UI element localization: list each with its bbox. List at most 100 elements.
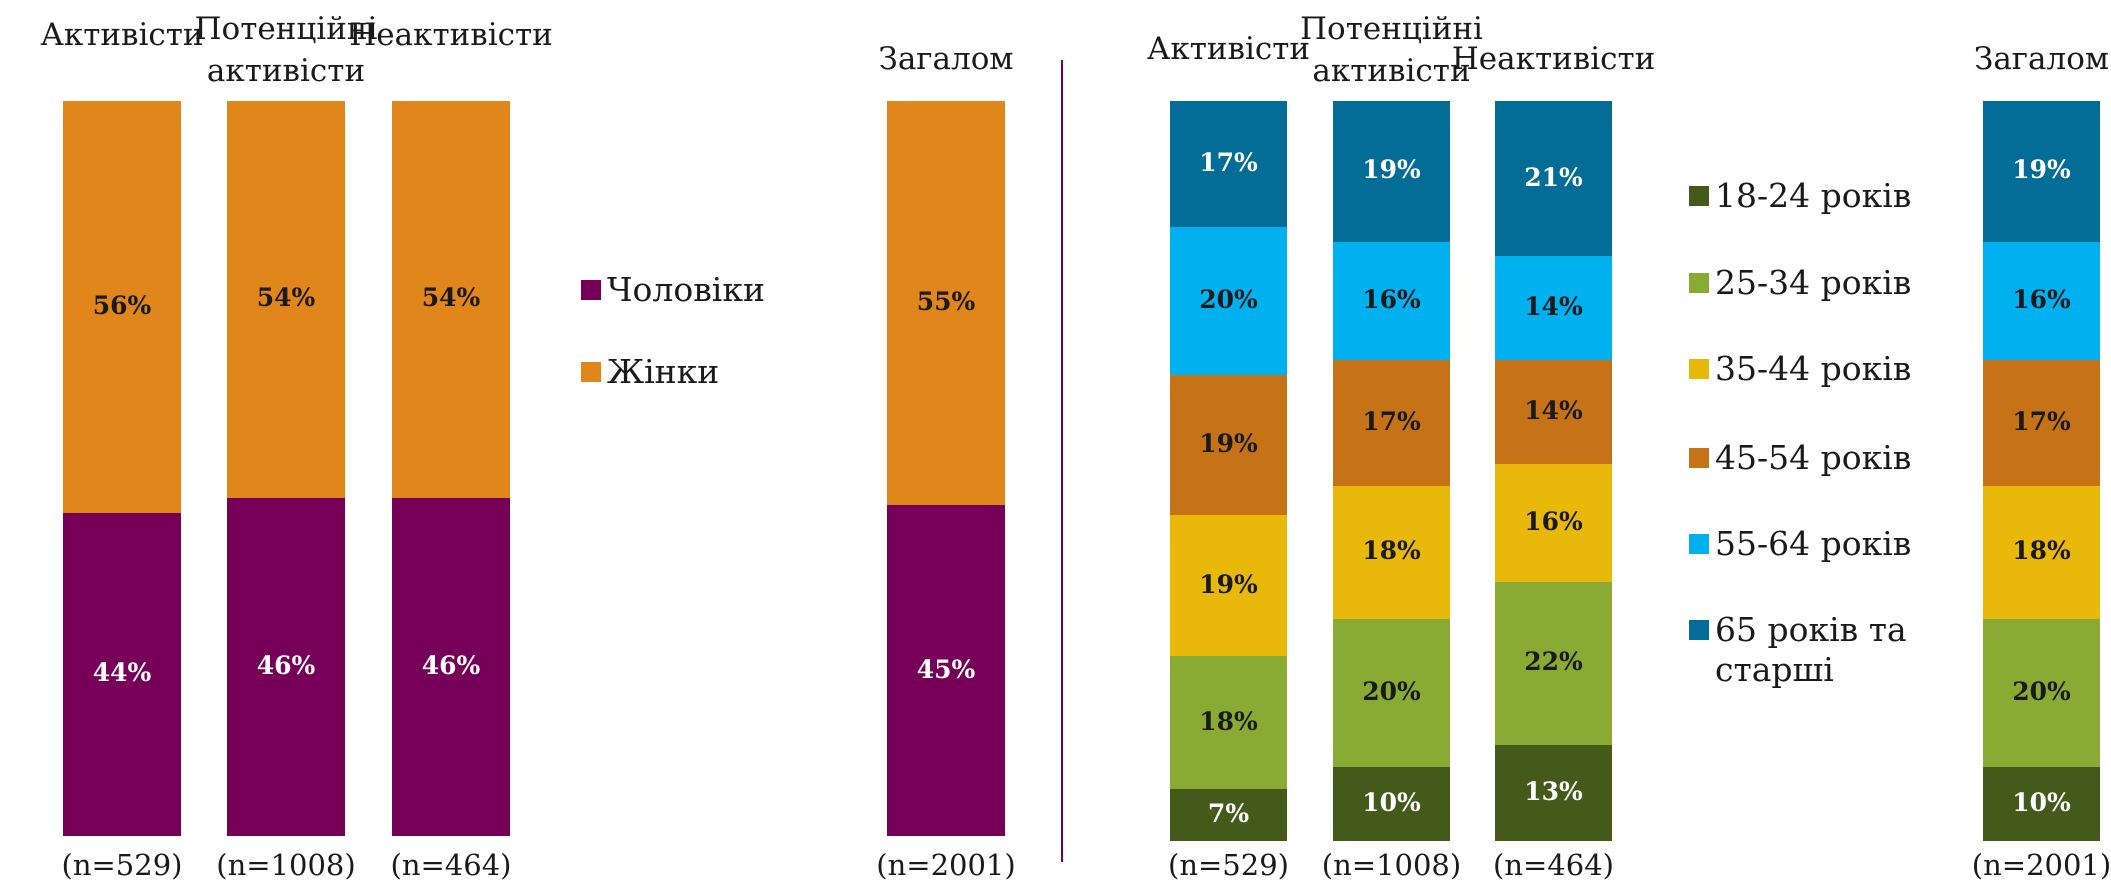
value-label: 17% xyxy=(1362,406,1421,436)
bar-segment xyxy=(1495,256,1612,360)
legend-label: Жінки xyxy=(607,352,720,391)
bar-segment xyxy=(1983,101,2100,242)
legend-label: 18-24 років xyxy=(1715,176,1912,215)
bar-segment xyxy=(227,101,345,498)
bar-segment xyxy=(1983,360,2100,486)
category-label: Загалом xyxy=(878,41,1014,77)
value-label: 44% xyxy=(92,658,152,688)
category-label: Активісти xyxy=(1146,31,1311,67)
value-label: 46% xyxy=(421,650,481,680)
value-label: 19% xyxy=(1199,429,1258,459)
value-label: 18% xyxy=(2012,536,2071,566)
legend-item: Жінки xyxy=(581,352,841,392)
legend-label: Чоловіки xyxy=(607,270,765,309)
legend-label: 35-44 років xyxy=(1715,349,1912,388)
value-label: 54% xyxy=(421,283,481,313)
legend-item: 65 років та старші xyxy=(1689,610,1919,690)
category-label: Неактивісти xyxy=(1451,41,1656,77)
value-label: 56% xyxy=(92,290,152,320)
value-label: 22% xyxy=(1524,647,1583,677)
sample-size: (n=2001) xyxy=(876,848,1016,882)
bar-segment xyxy=(1170,656,1287,790)
bar-segment xyxy=(392,101,510,498)
legend-swatch xyxy=(1689,273,1709,293)
bar-segment xyxy=(1333,101,1450,242)
bar-segment xyxy=(1170,515,1287,656)
bar-segment xyxy=(1983,767,2100,841)
value-label: 13% xyxy=(1524,776,1583,806)
bar-segment xyxy=(887,101,1005,506)
legend-label: 25-34 років xyxy=(1715,263,1912,302)
bar-segment xyxy=(63,512,181,836)
legend-item: 18-24 років xyxy=(1689,176,1919,216)
bar-segment xyxy=(1495,101,1612,257)
value-label: 18% xyxy=(1362,536,1421,566)
category-label: Потенційні активісти xyxy=(194,11,378,89)
legend-item: 45-54 років xyxy=(1689,438,1919,478)
bar-segment xyxy=(1495,360,1612,464)
bar-segment xyxy=(1983,241,2100,360)
bar-segment xyxy=(1983,619,2100,767)
legend-swatch xyxy=(1689,186,1709,206)
bar-segment xyxy=(1333,485,1450,619)
value-label: 14% xyxy=(1524,292,1583,322)
value-label: 19% xyxy=(2012,155,2071,185)
sample-size: (n=2001) xyxy=(1971,848,2111,882)
legend-swatch xyxy=(581,280,601,300)
sample-size: (n=464) xyxy=(390,848,512,882)
bar-segment xyxy=(1983,485,2100,619)
legend-item: 25-34 років xyxy=(1689,263,1919,303)
value-label: 10% xyxy=(1362,788,1421,817)
legend-swatch xyxy=(1689,359,1709,379)
value-label: 17% xyxy=(2012,406,2071,436)
value-label: 18% xyxy=(1199,706,1258,736)
value-label: 7% xyxy=(1207,799,1250,829)
sample-size: (n=1008) xyxy=(216,848,356,882)
legend-swatch xyxy=(1689,620,1709,640)
legend-label: 65 років та старші xyxy=(1715,610,1907,689)
bar-segment xyxy=(1170,789,1287,841)
legend-label: 55-64 років xyxy=(1715,524,1912,563)
legend-item: Чоловіки xyxy=(581,270,841,310)
value-label: 16% xyxy=(2012,284,2071,314)
value-label: 19% xyxy=(1199,569,1258,599)
legend-item: 35-44 років xyxy=(1689,349,1919,389)
sample-size: (n=1008) xyxy=(1321,848,1462,882)
value-label: 10% xyxy=(2012,788,2071,817)
value-label: 20% xyxy=(1362,677,1421,706)
bar-segment xyxy=(1495,744,1612,841)
value-label: 54% xyxy=(256,283,316,313)
value-label: 21% xyxy=(1524,162,1583,192)
bar-segment xyxy=(227,497,345,836)
divider xyxy=(1061,60,1063,862)
bar-segment xyxy=(1333,241,1450,360)
bar-segment xyxy=(392,497,510,836)
value-label: 45% xyxy=(916,654,976,684)
value-label: 55% xyxy=(916,287,976,317)
bar-segment xyxy=(63,101,181,513)
value-label: 17% xyxy=(1199,147,1258,177)
value-label: 20% xyxy=(2012,677,2071,706)
value-label: 46% xyxy=(256,650,316,680)
category-label: Загалом xyxy=(1974,41,2109,77)
category-label: Активісти xyxy=(40,17,204,53)
sample-size: (n=464) xyxy=(1493,848,1614,882)
sample-size: (n=529) xyxy=(61,848,183,882)
value-label: 19% xyxy=(1362,155,1421,185)
bar-segment xyxy=(1333,360,1450,486)
category-label: Неактивісти xyxy=(349,17,553,53)
bar-segment xyxy=(1333,619,1450,767)
bar-segment xyxy=(1495,582,1612,745)
bar-segment xyxy=(1170,374,1287,516)
legend-swatch xyxy=(1689,448,1709,468)
value-label: 20% xyxy=(1199,284,1258,314)
legend-swatch xyxy=(581,362,601,382)
bar-segment xyxy=(1495,463,1612,582)
bar-segment xyxy=(887,505,1005,836)
category-label: Потенційні активісти xyxy=(1300,11,1483,89)
value-label: 16% xyxy=(1524,506,1583,536)
legend-swatch xyxy=(1689,534,1709,554)
bar-segment xyxy=(1333,767,1450,841)
sample-size: (n=529) xyxy=(1168,848,1289,882)
